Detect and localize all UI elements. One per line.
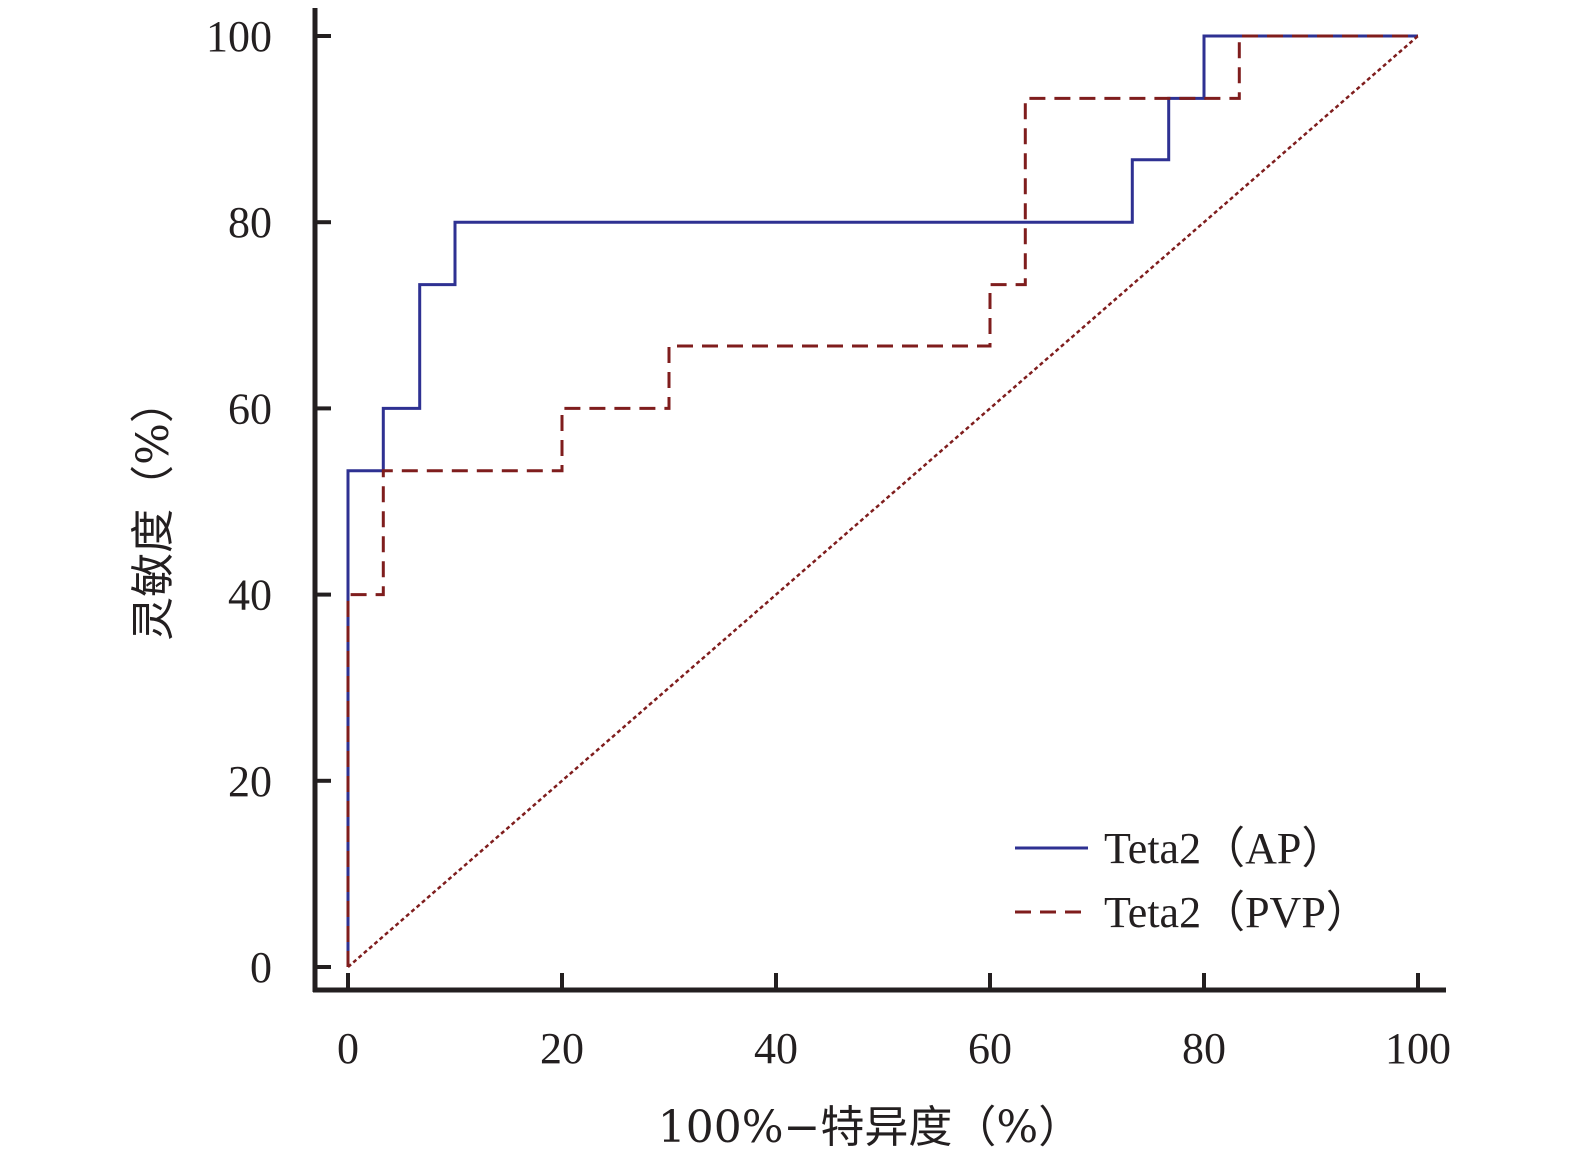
x-tick-label: 0 bbox=[337, 1024, 359, 1073]
x-tick-label: 20 bbox=[540, 1024, 584, 1073]
x-tick-label: 80 bbox=[1182, 1024, 1226, 1073]
legend: Teta2（AP） Teta2（PVP） bbox=[1015, 824, 1370, 937]
y-tick-label: 80 bbox=[228, 198, 272, 247]
x-tick-label: 40 bbox=[754, 1024, 798, 1073]
y-axis-title: 灵敏度（%） bbox=[128, 379, 179, 641]
series-line-1 bbox=[346, 34, 1418, 967]
legend-label: Teta2（AP） bbox=[1104, 824, 1345, 873]
reference-diagonal-line bbox=[347, 35, 1419, 968]
x-axis-title: 100%−特异度（%） bbox=[658, 1102, 1082, 1153]
x-tick-label: 100 bbox=[1385, 1024, 1451, 1073]
legend-label: Teta2（PVP） bbox=[1104, 888, 1370, 937]
x-ticks: 0 20 40 60 80 100 bbox=[337, 973, 1451, 1073]
y-tick-label: 20 bbox=[228, 757, 272, 806]
x-tick-label: 60 bbox=[968, 1024, 1012, 1073]
y-tick-label: 60 bbox=[228, 384, 272, 433]
y-tick-label: 0 bbox=[250, 943, 272, 992]
y-ticks: 0 20 40 60 80 100 bbox=[206, 12, 331, 992]
y-tick-label: 100 bbox=[206, 12, 272, 61]
axes bbox=[312, 8, 1446, 993]
plot-lines bbox=[346, 34, 1419, 968]
y-tick-label: 40 bbox=[228, 571, 272, 620]
